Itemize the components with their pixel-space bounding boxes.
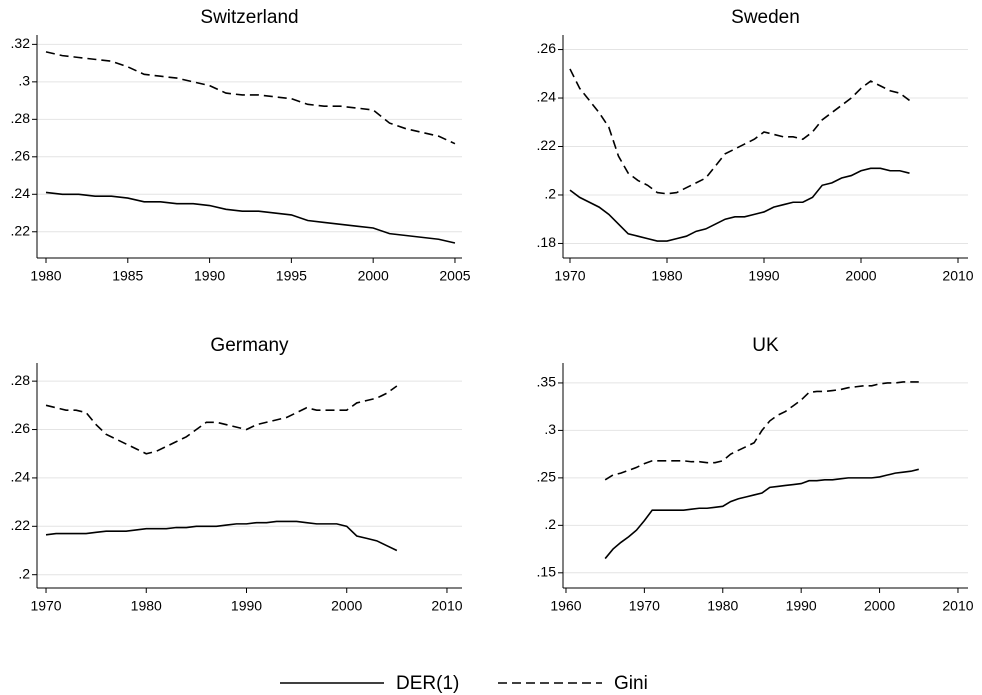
y-tick-label: .26 (537, 40, 557, 56)
series-line (45, 520, 398, 552)
panel-title: Germany (210, 335, 289, 356)
series-line (604, 381, 919, 481)
panel-title: Sweden (731, 7, 800, 28)
x-tick-label: 1980 (651, 268, 682, 284)
x-tick-label: 1970 (554, 268, 585, 284)
y-tick-label: .3 (544, 421, 556, 437)
series-line (569, 68, 910, 195)
x-tick-label: 2005 (439, 268, 470, 284)
x-tick-label: 2010 (431, 598, 462, 614)
x-tick-label: 2000 (845, 268, 876, 284)
x-tick-label: 2000 (358, 268, 389, 284)
legend-label: DER(1) (396, 673, 459, 694)
x-tick-label: 2000 (331, 598, 362, 614)
y-tick-label: .24 (11, 469, 31, 485)
y-tick-label: .22 (11, 517, 31, 533)
y-tick-label: .26 (11, 148, 31, 164)
series-line (45, 51, 456, 145)
x-tick-label: 1990 (786, 598, 817, 614)
y-tick-label: .2 (18, 565, 30, 581)
x-tick-label: 1980 (707, 598, 738, 614)
y-tick-label: .15 (537, 564, 557, 580)
series-line (45, 385, 398, 455)
x-tick-label: 1980 (131, 598, 162, 614)
x-tick-label: 2000 (864, 598, 895, 614)
x-tick-label: 1980 (30, 268, 61, 284)
x-tick-label: 1990 (231, 598, 262, 614)
x-tick-label: 2010 (942, 268, 973, 284)
x-tick-label: 1995 (276, 268, 307, 284)
series-line (569, 167, 910, 242)
y-tick-label: .18 (537, 234, 557, 250)
y-tick-label: .28 (11, 372, 31, 388)
x-tick-label: 1990 (194, 268, 225, 284)
x-tick-label: 1970 (30, 598, 61, 614)
x-tick-label: 1990 (748, 268, 779, 284)
y-tick-label: .3 (18, 73, 30, 89)
y-tick-label: .32 (11, 35, 31, 51)
y-tick-label: .25 (537, 469, 557, 485)
x-tick-label: 1960 (550, 598, 581, 614)
panel-title: UK (752, 335, 779, 356)
y-tick-label: .2 (544, 516, 556, 532)
y-tick-label: .26 (11, 420, 31, 436)
y-tick-label: .24 (11, 185, 31, 201)
y-tick-label: .24 (537, 89, 557, 105)
x-tick-label: 2010 (942, 598, 973, 614)
legend-label: Gini (614, 673, 648, 694)
series-line (45, 191, 456, 244)
series-line (604, 468, 919, 560)
y-tick-label: .2 (544, 186, 556, 202)
y-tick-label: .28 (11, 110, 31, 126)
y-tick-label: .35 (537, 374, 557, 390)
x-tick-label: 1970 (629, 598, 660, 614)
x-tick-label: 1985 (112, 268, 143, 284)
y-tick-label: .22 (11, 222, 31, 238)
panel-title: Switzerland (200, 7, 298, 28)
y-tick-label: .22 (537, 137, 557, 153)
